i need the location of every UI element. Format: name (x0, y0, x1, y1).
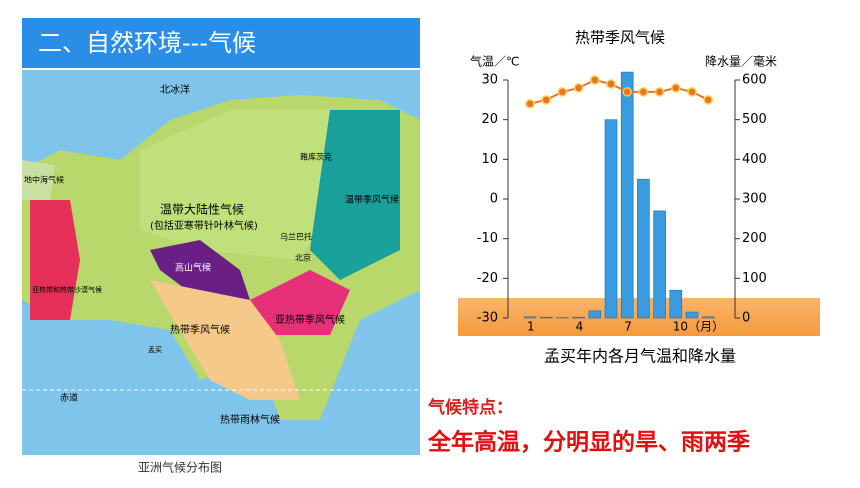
temperature-point (672, 84, 680, 92)
bar (589, 311, 601, 318)
bar (670, 290, 682, 318)
map-label: 温带大陆性气候 (160, 202, 244, 217)
y2-tick-label: 400 (742, 152, 767, 167)
bar (702, 317, 714, 318)
y2-axis-title: 降水量／毫米 (705, 54, 777, 69)
map-label: 雅库茨克 (300, 152, 332, 162)
bar (637, 179, 649, 318)
map-label: 乌兰巴托 (280, 232, 312, 242)
y2-tick-label: 0 (742, 311, 750, 326)
header-title: 二、自然环境---气候 (38, 29, 256, 57)
y-tick-label: -20 (477, 271, 498, 286)
x-tick-label: 1 (527, 320, 535, 334)
temperature-point (607, 80, 615, 88)
map-label: 热带季风气候 (170, 323, 230, 336)
chart-caption: 孟买年内各月气温和降水量 (544, 347, 736, 366)
temperature-point (526, 100, 534, 108)
y-tick-label: 0 (490, 192, 498, 207)
bar (573, 317, 585, 318)
temperature-point (704, 96, 712, 104)
map-label: 高山气候 (175, 262, 211, 274)
y2-tick-label: 100 (742, 271, 767, 286)
y-tick-label: 30 (481, 73, 498, 88)
map: 北冰洋 雅库茨克 温带大陆性气候 (包括亚寒带针叶林气候) 乌兰巴托 北京 温带… (22, 70, 420, 455)
bar (605, 120, 617, 318)
y-tick-label: 20 (481, 112, 498, 127)
y2-tick-label: 600 (742, 73, 767, 88)
y-tick-label: 10 (481, 152, 498, 167)
bar (686, 312, 698, 318)
temperature-point (558, 88, 566, 96)
map-label: 孟买 (148, 345, 162, 354)
temperature-point (623, 88, 631, 96)
bar (540, 317, 552, 318)
y-axis-title: 气温／℃ (470, 54, 519, 69)
x-tick-label: 4 (576, 320, 584, 334)
chart-title: 热带季风气候 (575, 29, 665, 47)
y-tick-label: -10 (477, 231, 498, 246)
temperature-point (688, 88, 696, 96)
temperature-point (575, 84, 583, 92)
bar (654, 211, 666, 318)
desert (30, 200, 80, 320)
map-label: 亚热带季风气候 (275, 313, 345, 326)
y2-tick-label: 200 (742, 231, 767, 246)
map-label: 北冰洋 (160, 83, 190, 96)
notes-heading: 气候特点： (427, 397, 513, 418)
x-tick-label: 7 (624, 320, 632, 334)
map-label: (包括亚寒带针叶林气候) (150, 219, 258, 232)
y2-tick-label: 500 (742, 112, 767, 127)
x-tick-label: 10（月） (673, 320, 724, 334)
y-tick-label: -30 (477, 311, 498, 326)
temperature-point (591, 76, 599, 84)
map-label: 热带雨林气候 (220, 413, 280, 426)
map-caption: 亚洲气候分布图 (138, 460, 222, 475)
map-label: 亚热带和热带沙漠气候 (32, 285, 102, 294)
map-label: 温带季风气候 (345, 194, 399, 206)
notes-text: 全年高温，分明显的旱、雨两季 (427, 429, 750, 456)
bar (621, 72, 633, 318)
map-label: 地中海气候 (24, 175, 64, 185)
y2-tick-label: 300 (742, 192, 767, 207)
bar (524, 317, 536, 318)
map-label: 北京 (295, 253, 311, 263)
temperature-point (656, 88, 664, 96)
temperature-point (542, 96, 550, 104)
temperature-point (639, 88, 647, 96)
map-label: 赤道 (60, 392, 78, 404)
